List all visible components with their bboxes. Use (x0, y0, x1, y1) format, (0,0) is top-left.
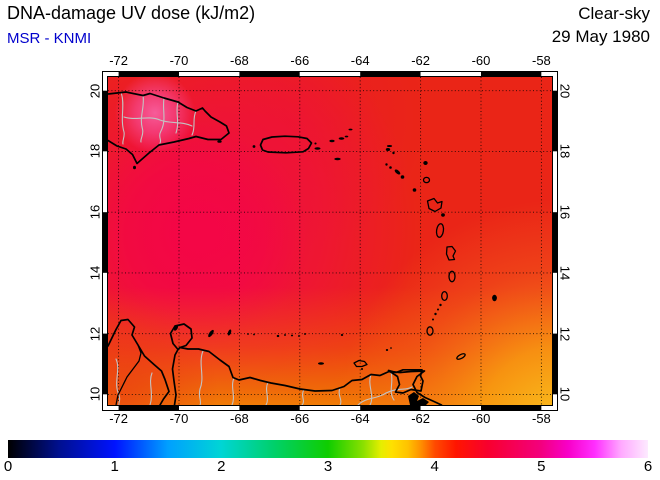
lon-tick: -66 (290, 411, 310, 426)
date-label: 29 May 1980 (551, 27, 650, 46)
lon-tick: -64 (350, 411, 370, 426)
lat-tick: 10 (557, 387, 573, 402)
colorbar-tick: 6 (643, 458, 653, 475)
coastlines (108, 91, 497, 405)
lon-tick: -60 (471, 411, 491, 426)
uv-color-field (108, 77, 552, 405)
lat-tick: 20 (87, 83, 103, 98)
colorbar-labels: 0 1 2 3 4 5 6 (4, 458, 652, 477)
lon-tick: -68 (229, 53, 249, 68)
lon-tick: -70 (169, 411, 189, 426)
lat-tick: 10 (87, 387, 103, 402)
lat-tick: 16 (87, 204, 103, 220)
virgin-islands (329, 128, 353, 161)
hispaniola-coast (108, 91, 230, 165)
admin-borders (115, 93, 413, 405)
lat-tick: 16 (557, 204, 573, 220)
lon-tick: -68 (229, 411, 249, 426)
page-title: DNA-damage UV dose (kJ/m2) (7, 3, 256, 23)
lat-tick: 18 (557, 144, 573, 159)
lon-tick: -58 (531, 411, 551, 426)
lon-tick: -62 (411, 53, 430, 68)
lon-tick: -72 (109, 53, 128, 68)
sky-condition-label: Clear-sky (578, 4, 650, 23)
lon-tick: -66 (290, 53, 310, 68)
colorbar-tick: 1 (110, 458, 119, 475)
colorbar-tick: 0 (3, 458, 13, 475)
data-source-label: MSR - KNMI (7, 30, 92, 47)
lesser-antilles (385, 145, 497, 360)
colorbar (8, 440, 648, 458)
lon-tick: -60 (471, 53, 491, 68)
map-frame (102, 71, 558, 411)
lat-tick: 18 (87, 144, 103, 159)
uv-dose-map (102, 71, 558, 411)
lat-tick: 14 (87, 265, 103, 281)
puerto-rico-coast (259, 135, 313, 154)
lat-tick: 12 (87, 326, 103, 341)
lon-tick: -62 (411, 411, 430, 426)
colorbar-tick: 5 (537, 458, 546, 475)
graticule (108, 77, 552, 405)
lat-tick: 20 (557, 83, 573, 98)
south-america-coast (108, 318, 443, 405)
lat-tick: 14 (557, 265, 573, 281)
colorbar-tick: 4 (430, 458, 439, 475)
colorbar-tick: 2 (217, 458, 226, 475)
lat-tick: 12 (557, 326, 573, 341)
lon-tick: -70 (169, 53, 189, 68)
trinidad-coast (387, 368, 424, 394)
lon-tick: -58 (531, 53, 551, 68)
lon-tick: -72 (109, 411, 128, 426)
lon-tick: -64 (350, 53, 370, 68)
colorbar-tick: 3 (323, 458, 333, 475)
